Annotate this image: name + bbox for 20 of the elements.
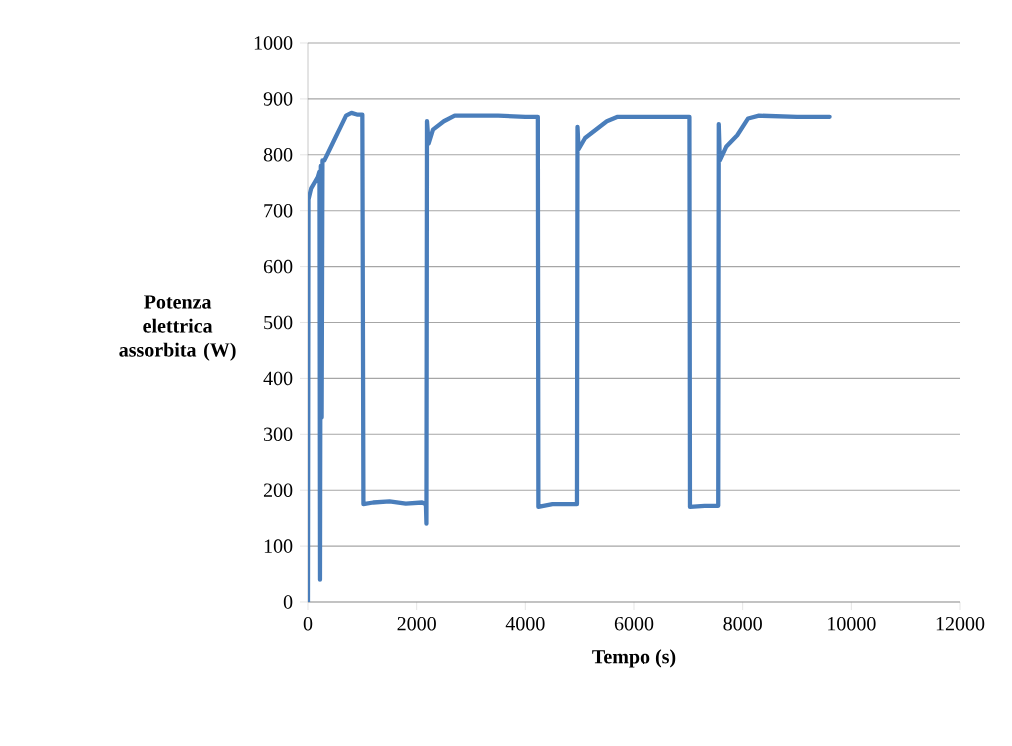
x-tick-label: 8000 (723, 616, 762, 631)
y-tick-label: 600 (263, 259, 293, 274)
x-tick-label: 6000 (614, 616, 654, 631)
x-tick-label: 0 (303, 616, 313, 631)
x-tick-label: 4000 (505, 616, 545, 631)
y-tick-label: 900 (263, 92, 293, 106)
y-tick-label: 100 (264, 539, 293, 553)
y-tick-label: 1000 (254, 36, 293, 50)
y-tick-label: 0 (283, 595, 293, 609)
x-tick-label: 12000 (936, 616, 985, 631)
y-tick-label: 400 (263, 371, 293, 386)
y-axis-title: Potenza elettrica assorbita (W) (119, 295, 236, 361)
y-tick-label: 200 (263, 483, 293, 497)
x-tick-label: 2000 (397, 616, 436, 631)
y-tick-label: 500 (264, 315, 293, 330)
x-tick-label: 10000 (828, 616, 876, 631)
y-tick-label: 700 (264, 203, 293, 218)
y-tick-label: 800 (263, 148, 293, 162)
y-tick-label: 300 (264, 427, 293, 442)
x-axis-title: Tempo (s) (592, 649, 676, 668)
